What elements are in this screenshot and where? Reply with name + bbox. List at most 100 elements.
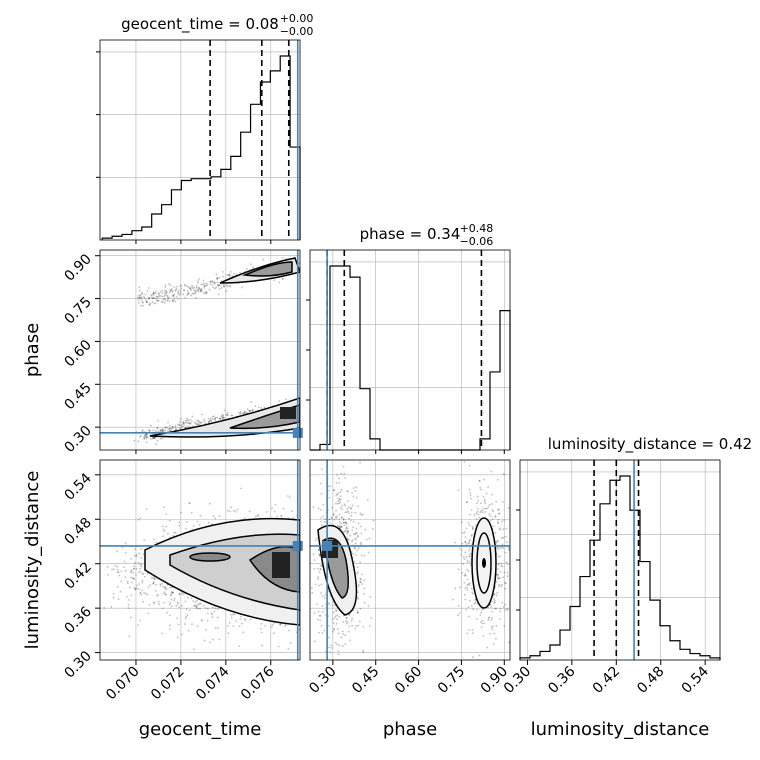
sample-point: [466, 559, 469, 562]
sample-point: [219, 417, 222, 420]
sample-point: [214, 283, 216, 285]
sample-point: [235, 273, 238, 276]
sample-point: [140, 299, 143, 302]
sample-point: [182, 421, 185, 424]
y-tick-label: 0.60: [61, 337, 94, 370]
sample-point: [168, 428, 170, 431]
sample-point: [289, 641, 292, 644]
sample-point: [322, 503, 325, 506]
sample-point: [195, 284, 198, 287]
sample-point: [466, 586, 468, 589]
sample-point: [132, 577, 134, 579]
sample-point: [301, 408, 303, 410]
sample-point: [494, 515, 497, 517]
sample-point: [184, 284, 187, 287]
sample-point: [189, 422, 192, 425]
sample-point: [488, 513, 491, 516]
sample-point: [363, 593, 366, 596]
sample-point: [474, 601, 477, 604]
sample-point: [152, 292, 155, 294]
sample-point: [318, 554, 321, 557]
sample-point: [320, 517, 322, 519]
sample-point: [302, 582, 304, 584]
sample-point: [336, 614, 339, 617]
sample-point: [170, 594, 172, 596]
sample-point: [467, 628, 470, 631]
sample-point: [197, 282, 199, 285]
sample-point: [470, 605, 473, 607]
sample-point: [491, 625, 494, 628]
sample-point: [465, 608, 467, 611]
sample-point: [192, 289, 195, 292]
sample-point: [150, 576, 153, 579]
sample-point: [142, 301, 144, 304]
sample-point: [142, 600, 144, 603]
sample-point: [211, 616, 214, 619]
sample-point: [231, 414, 234, 417]
sample-point: [138, 297, 141, 300]
sample-point: [340, 636, 343, 639]
sample-point: [217, 284, 220, 287]
sample-point: [505, 527, 508, 530]
sample-point: [170, 427, 173, 430]
sample-point: [338, 502, 341, 505]
sample-point: [144, 434, 147, 437]
sample-point: [171, 290, 174, 293]
sample-point: [505, 582, 507, 585]
sample-point: [230, 506, 232, 509]
panel-phase-vs-luminosity_distance: [309, 459, 511, 661]
sample-point: [481, 622, 484, 625]
sample-point: [466, 584, 469, 586]
sample-point: [352, 533, 355, 535]
sample-point: [135, 587, 138, 590]
sample-point: [197, 280, 199, 283]
sample-point: [196, 286, 199, 289]
sample-point: [248, 410, 251, 412]
sample-point: [161, 428, 164, 430]
sample-point: [495, 500, 498, 503]
sample-point: [212, 415, 215, 418]
sample-point: [209, 417, 212, 420]
sample-point: [491, 600, 494, 603]
sample-point: [320, 592, 322, 594]
sample-point: [204, 292, 207, 295]
sample-point: [156, 299, 159, 302]
sample-point: [284, 623, 287, 626]
sample-point: [161, 295, 164, 298]
sample-point: [490, 626, 493, 629]
sample-point: [214, 607, 217, 610]
sample-point: [504, 609, 507, 612]
sample-point: [480, 626, 483, 628]
sample-point: [481, 608, 484, 611]
sample-point: [200, 283, 203, 286]
sample-point: [187, 421, 190, 424]
sample-point: [229, 270, 232, 273]
sample-point: [214, 627, 217, 629]
sample-point: [141, 430, 144, 433]
sample-point: [354, 489, 357, 492]
sample-point: [502, 605, 505, 608]
sample-point: [501, 543, 504, 546]
sample-point: [201, 619, 204, 622]
sample-point: [207, 420, 210, 423]
sample-point: [163, 290, 166, 292]
sample-point: [348, 625, 351, 628]
sample-point: [154, 578, 156, 581]
sample-point: [345, 616, 348, 619]
sample-point: [146, 593, 149, 596]
sample-point: [491, 503, 493, 505]
sample-point: [361, 583, 363, 585]
sample-point: [128, 635, 131, 638]
sample-point: [194, 288, 197, 291]
sample-point: [276, 515, 278, 518]
sample-point: [362, 651, 365, 654]
sample-point: [161, 289, 164, 292]
sample-point: [182, 422, 185, 425]
sample-point: [327, 518, 330, 521]
sample-point: [202, 418, 205, 421]
sample-point: [488, 616, 491, 619]
sample-point: [146, 290, 149, 292]
sample-point: [171, 425, 174, 428]
sample-point: [145, 441, 148, 444]
sample-point: [280, 515, 283, 518]
